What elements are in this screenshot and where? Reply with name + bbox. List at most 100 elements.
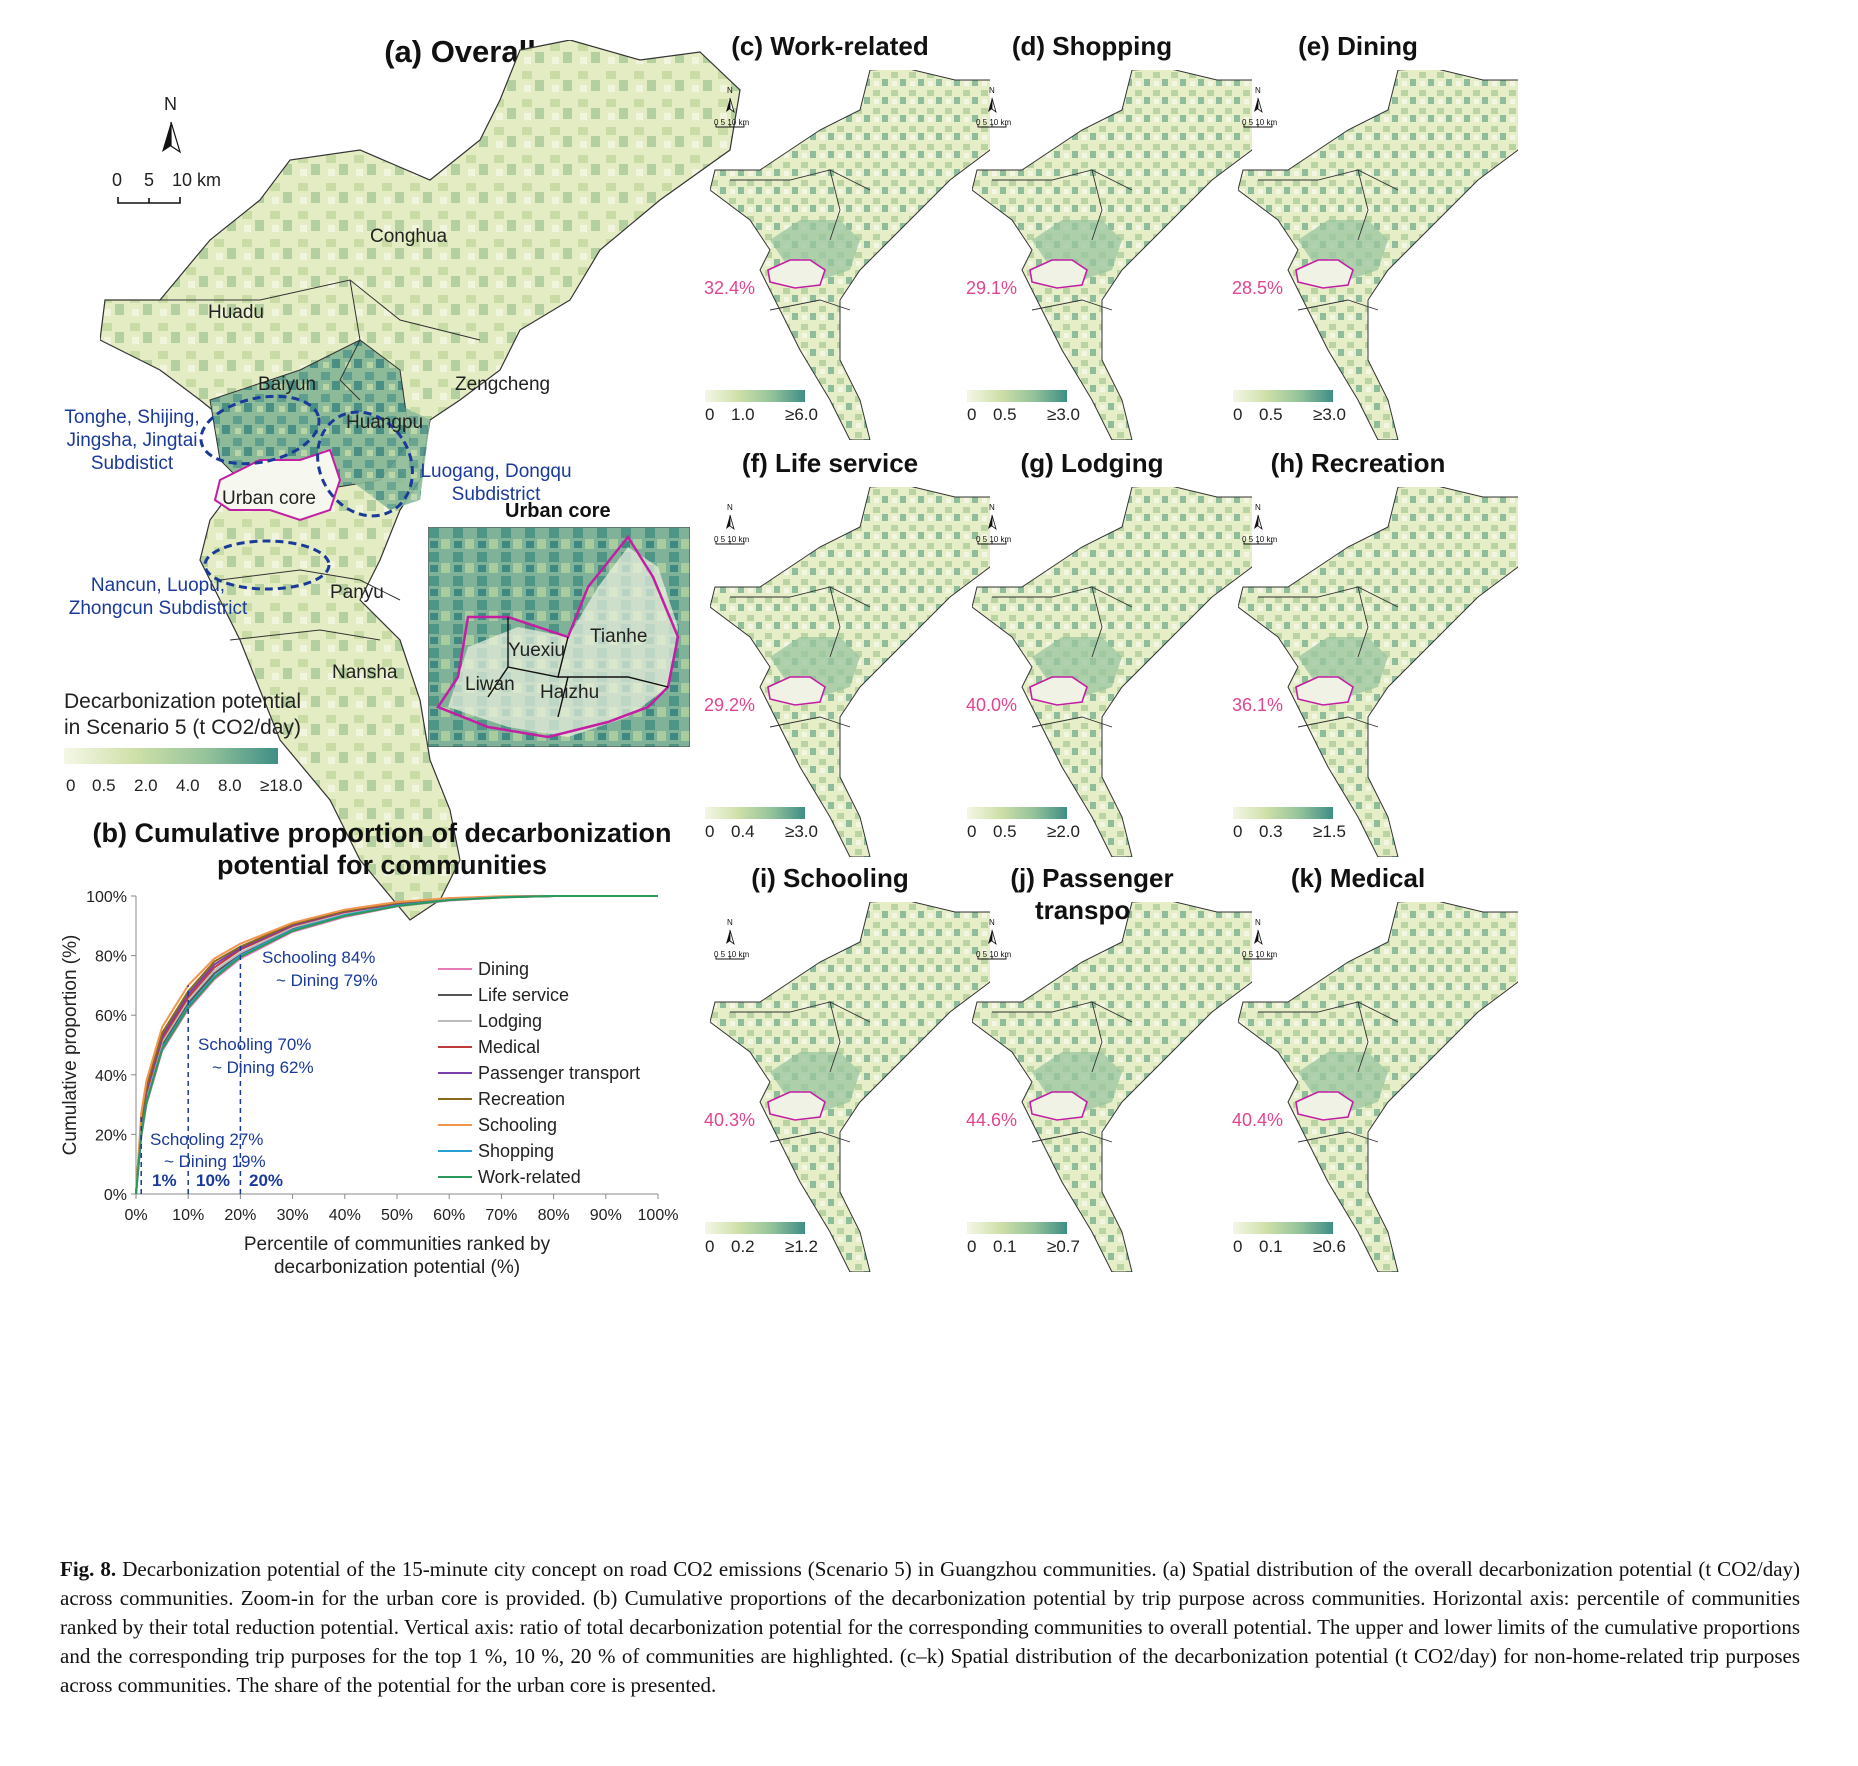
label-luogang: Luogang, Dongqu Subdistrict [420,461,572,505]
small-map-title: (c) Work-related [731,31,929,61]
series-line-work-related [135,895,658,1195]
panel-b-title-2: potential for communities [216,850,548,880]
y-tick-label: 100% [86,889,127,906]
x-tick-label: 60% [433,1207,465,1224]
small-map-title: (k) Medical [1290,863,1426,893]
legend-label: Schooling [478,1115,557,1135]
small-map-colorbar [1233,807,1333,819]
north-arrow-icon [1254,97,1263,114]
legend-label: Medical [478,1037,540,1057]
north-label: N [164,94,177,114]
overall-legend-title-2: in Scenario 5 (t CO2/day) [64,716,301,739]
district-nansha: Nansha [332,662,398,683]
small-map-colorbar-ticks: 0 0.5 ≥3.0 [1233,405,1346,424]
legend-label: Recreation [478,1089,565,1109]
north-arrow-icon [988,929,997,946]
caption-text: Decarbonization potential of the 15-minu… [60,1557,1801,1697]
scale-label-10km: 10 km [172,170,222,190]
x-tick-label: 0% [124,1207,147,1224]
urban-core-share: 29.2% [704,695,756,715]
small-map-colorbar-ticks: 0 0.5 ≥3.0 [967,405,1080,424]
y-tick-label: 80% [95,949,127,966]
district-zengcheng: Zengcheng [455,374,551,395]
legend-label: Work-related [478,1167,581,1187]
small-map-panel: (k) Medical N 0 5 10 km 40.4% 0 0.1 ≥0.6 [1228,862,1528,1272]
small-map-scale-label: 0 5 10 km [714,118,750,127]
small-map-north-label: N [989,918,995,927]
small-map-scale-label: 0 5 10 km [976,535,1012,544]
small-map-colorbar [967,1222,1067,1234]
small-map-title: (h) Recreation [1270,448,1446,478]
legend-label: Passenger transport [478,1063,640,1083]
small-map-scale-label: 0 5 10 km [714,950,750,959]
urban-core-inset-title: Urban core [505,500,611,522]
x-tick-label: 50% [381,1207,413,1224]
small-map-shape [972,902,1252,1272]
small-map-panel: (c) Work-related N 0 5 10 km 32.4% 0 1.0 ≥6.0 [700,30,1000,440]
x-tick-label: 40% [329,1207,361,1224]
small-map-scale-label: 0 5 10 km [976,118,1012,127]
urban-core-share: 40.3% [704,1110,756,1130]
north-arrow-icon [726,929,735,946]
annotation-lower: ~ Dining 19% [164,1152,266,1171]
legend-label: Lodging [478,1011,542,1031]
small-map-shape [710,487,990,857]
north-arrow-icon [1254,514,1263,531]
caption-label: Fig. 8. [60,1557,117,1581]
north-arrow-icon [988,97,997,114]
small-map-colorbar [1233,1222,1333,1234]
small-map-shape [710,70,990,440]
small-map-colorbar-ticks: 0 0.2 ≥1.2 [705,1237,818,1256]
urban-core-share: 40.0% [966,695,1018,715]
panel-a-title: (a) Overall [384,34,536,69]
cumulative-chart: 0% 20% 40% 60% 80% 100% 0% 10% 20% 30% 40% 50% 60% 70… [60,889,679,1278]
annotation-upper: Schooling 27% [150,1130,263,1149]
small-map-scale-label: 0 5 10 km [1242,535,1278,544]
small-map-colorbar-ticks: 0 0.3 ≥1.5 [1233,822,1346,841]
x-tick-label: 10% [172,1207,204,1224]
inset-core-outline [436,534,680,739]
small-map-shape [1238,902,1518,1272]
small-map-title: (i) Schooling [751,863,909,893]
small-map-shape [1238,487,1518,857]
x-tick-label: 100% [638,1207,679,1224]
legend-label: Life service [478,985,569,1005]
scale-bar [117,197,181,204]
district-urban-core: Urban core [222,488,316,509]
small-map-colorbar-ticks: 0 1.0 ≥6.0 [705,405,818,424]
overall-map [100,40,741,921]
north-arrow-icon [726,97,735,114]
small-map-panel: (h) Recreation N 0 5 10 km 36.1% 0 0.3 ≥1.5 [1228,447,1528,857]
y-tick-label: 20% [95,1127,127,1144]
small-map-colorbar-ticks: 0 0.4 ≥3.0 [705,822,818,841]
huangpu-dense [330,400,430,510]
small-map-panel: (d) Shopping N 0 5 10 km 29.1% 0 0.5 ≥3.0 [962,30,1262,440]
annotation-upper: Schooling 70% [198,1035,311,1054]
label-tonghe: Tonghe, Shijing, Jingsha, Jingtai Subdis… [64,407,200,474]
overall-colorbar-ticks: 0 0.5 2.0 4.0 8.0 ≥18.0 [66,776,303,795]
district-huadu: Huadu [208,302,264,323]
x-axis-label: decarbonization potential (%) [274,1257,520,1278]
small-map-title: (e) Dining [1298,31,1418,61]
inset-tianhe: Tianhe [590,626,648,647]
urban-core-outline [213,448,342,522]
small-map-colorbar [705,807,805,819]
overall-legend-title-1: Decarbonization potential [64,690,301,713]
urban-core-inset-map [428,527,690,747]
inset-yuexiu: Yuexiu [508,640,566,661]
district-conghua: Conghua [370,226,448,247]
small-map-north-label: N [1255,503,1261,512]
x-tick-label: 30% [277,1207,309,1224]
small-map-colorbar [967,390,1067,402]
small-map-colorbar [1233,390,1333,402]
small-map-north-label: N [989,503,995,512]
small-map-north-label: N [1255,86,1261,95]
x-tick-label: 90% [590,1207,622,1224]
urban-core-share: 40.4% [1232,1110,1284,1130]
small-map-north-label: N [1255,918,1261,927]
north-arrow-icon [162,121,182,154]
ellipse-nancun [203,539,331,591]
small-map-title: (f) Life service [741,448,919,478]
percentile-label: 1% [152,1171,177,1190]
panel-b-title-1: (b) Cumulative proportion of decarboniza… [92,818,672,848]
